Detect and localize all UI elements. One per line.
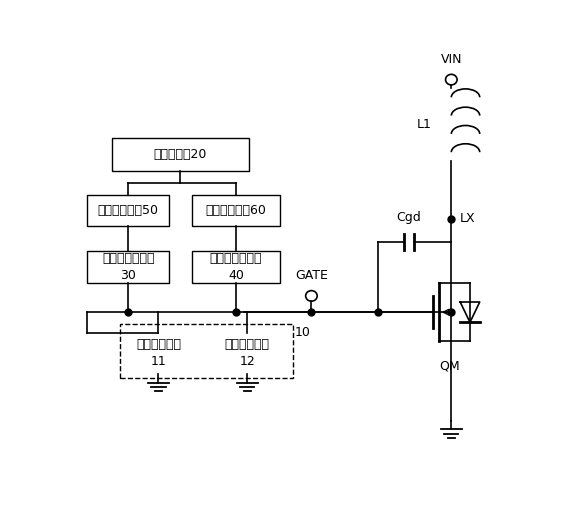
Text: QM: QM xyxy=(439,360,460,373)
FancyBboxPatch shape xyxy=(87,251,170,283)
Text: 第一电流镜电路
30: 第一电流镜电路 30 xyxy=(102,252,155,282)
Text: 第一处理电路50: 第一处理电路50 xyxy=(98,204,159,217)
Text: VIN: VIN xyxy=(441,53,462,66)
Text: 第二钳位电路
12: 第二钳位电路 12 xyxy=(225,338,270,369)
FancyBboxPatch shape xyxy=(124,333,193,374)
FancyBboxPatch shape xyxy=(191,251,280,283)
Text: L1: L1 xyxy=(417,118,431,131)
FancyBboxPatch shape xyxy=(120,324,293,379)
Text: 第一控制器20: 第一控制器20 xyxy=(154,148,207,161)
FancyBboxPatch shape xyxy=(112,138,249,171)
Text: 第一钳位电路
11: 第一钳位电路 11 xyxy=(136,338,181,369)
FancyBboxPatch shape xyxy=(213,333,282,374)
Text: LX: LX xyxy=(460,212,475,225)
Text: GATE: GATE xyxy=(295,269,328,281)
Text: 第二电流镜电路
40: 第二电流镜电路 40 xyxy=(210,252,262,282)
Text: Cgd: Cgd xyxy=(397,211,422,224)
FancyBboxPatch shape xyxy=(87,195,170,226)
Text: 10: 10 xyxy=(295,326,311,338)
Text: 第二处理电路60: 第二处理电路60 xyxy=(206,204,266,217)
FancyBboxPatch shape xyxy=(191,195,280,226)
